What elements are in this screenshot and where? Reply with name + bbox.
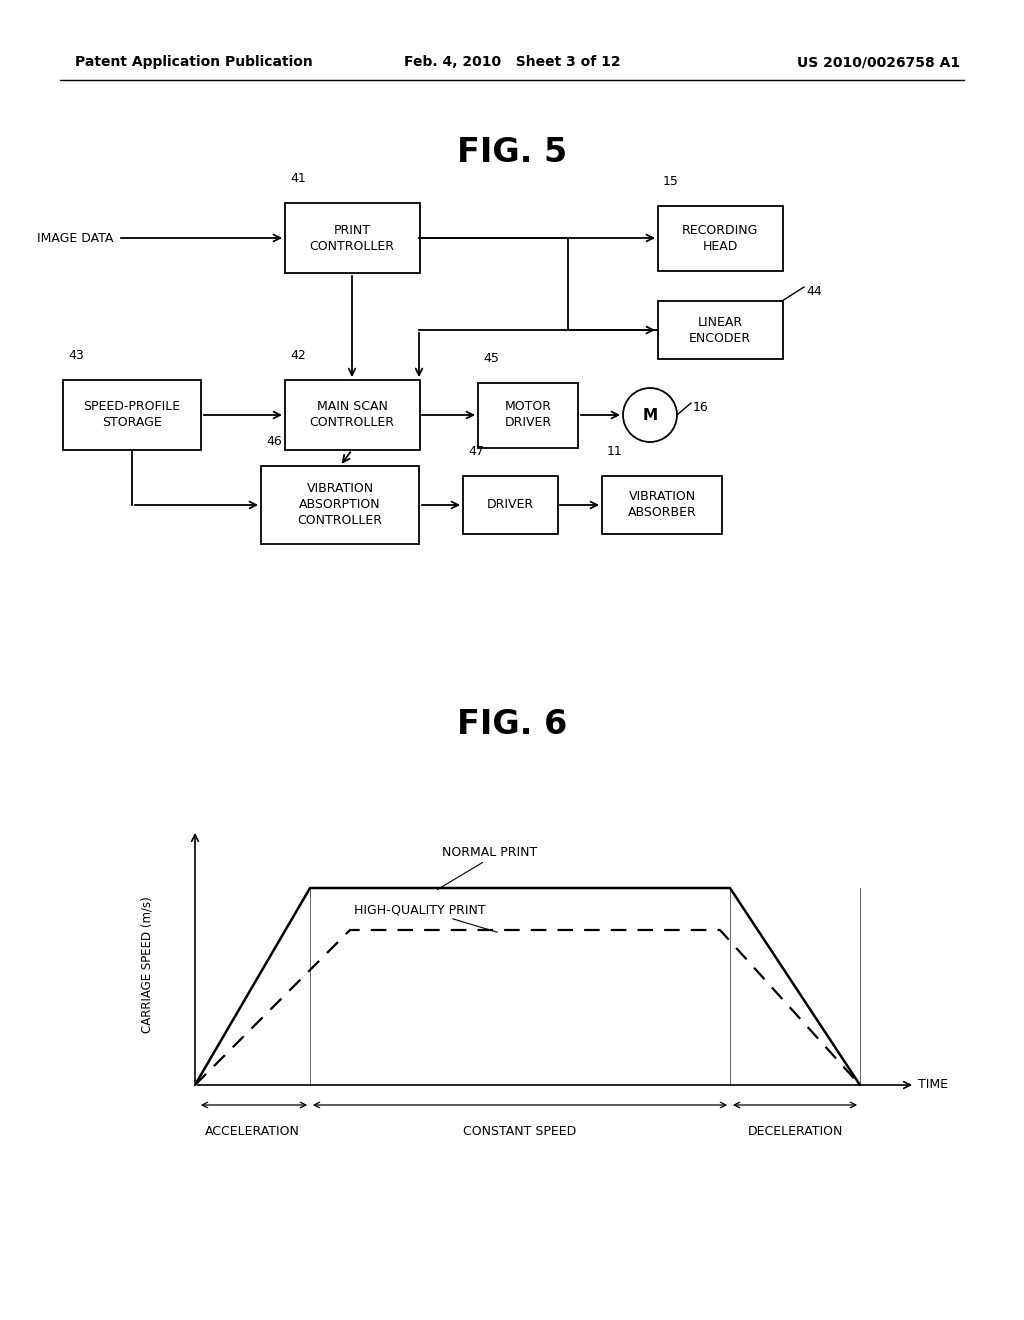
Text: 41: 41 (290, 172, 306, 185)
Text: CONSTANT SPEED: CONSTANT SPEED (464, 1125, 577, 1138)
Text: DRIVER: DRIVER (486, 499, 534, 511)
Text: Patent Application Publication: Patent Application Publication (75, 55, 312, 69)
Text: MAIN SCAN
CONTROLLER: MAIN SCAN CONTROLLER (309, 400, 394, 429)
Text: ACCELERATION: ACCELERATION (205, 1125, 300, 1138)
Text: 47: 47 (468, 445, 484, 458)
Text: US 2010/0026758 A1: US 2010/0026758 A1 (797, 55, 961, 69)
FancyBboxPatch shape (285, 203, 420, 273)
Text: 43: 43 (68, 348, 84, 362)
FancyBboxPatch shape (478, 383, 578, 447)
FancyBboxPatch shape (657, 206, 782, 271)
Circle shape (623, 388, 677, 442)
Text: 16: 16 (693, 401, 709, 414)
Text: NORMAL PRINT: NORMAL PRINT (442, 846, 538, 859)
Text: 11: 11 (607, 445, 623, 458)
Text: PRINT
CONTROLLER: PRINT CONTROLLER (309, 223, 394, 252)
Text: FIG. 5: FIG. 5 (457, 136, 567, 169)
Text: CARRIAGE SPEED (m/s): CARRIAGE SPEED (m/s) (140, 896, 154, 1034)
Text: 44: 44 (806, 285, 821, 298)
Text: FIG. 6: FIG. 6 (457, 709, 567, 742)
Text: 46: 46 (266, 436, 282, 447)
Text: M: M (642, 408, 657, 422)
Text: Feb. 4, 2010   Sheet 3 of 12: Feb. 4, 2010 Sheet 3 of 12 (403, 55, 621, 69)
FancyBboxPatch shape (657, 301, 782, 359)
FancyBboxPatch shape (463, 477, 557, 535)
Text: 42: 42 (290, 348, 306, 362)
Text: VIBRATION
ABSORPTION
CONTROLLER: VIBRATION ABSORPTION CONTROLLER (298, 483, 383, 528)
Text: DECELERATION: DECELERATION (748, 1125, 843, 1138)
Text: IMAGE DATA: IMAGE DATA (37, 231, 113, 244)
Text: LINEAR
ENCODER: LINEAR ENCODER (689, 315, 751, 345)
Text: 45: 45 (483, 352, 499, 366)
Text: 15: 15 (663, 176, 679, 187)
Text: SPEED-PROFILE
STORAGE: SPEED-PROFILE STORAGE (83, 400, 180, 429)
Text: RECORDING
HEAD: RECORDING HEAD (682, 223, 758, 252)
Text: VIBRATION
ABSORBER: VIBRATION ABSORBER (628, 491, 696, 520)
FancyBboxPatch shape (63, 380, 201, 450)
FancyBboxPatch shape (285, 380, 420, 450)
Text: MOTOR
DRIVER: MOTOR DRIVER (505, 400, 552, 429)
Text: HIGH-QUALITY PRINT: HIGH-QUALITY PRINT (354, 903, 485, 916)
Text: TIME: TIME (918, 1078, 948, 1092)
FancyBboxPatch shape (261, 466, 419, 544)
FancyBboxPatch shape (602, 477, 722, 535)
